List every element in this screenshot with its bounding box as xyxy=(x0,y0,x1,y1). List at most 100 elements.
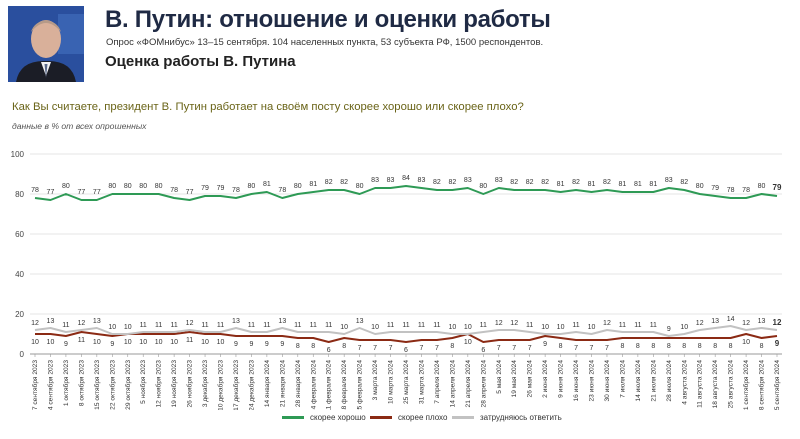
data-label-2: 13 xyxy=(232,318,240,325)
data-label-1: 8 xyxy=(450,343,454,350)
data-label-2: 11 xyxy=(170,322,177,329)
y-tick-label: 0 xyxy=(20,350,25,359)
data-label-1: 9 xyxy=(543,341,547,348)
data-label-0: 78 xyxy=(31,187,39,194)
data-label-2: 11 xyxy=(526,322,533,329)
data-label-2: 11 xyxy=(650,322,657,329)
data-label-2: 10 xyxy=(557,324,565,331)
data-label-1: 7 xyxy=(605,345,609,352)
x-tick-label: 8 октября 2023 xyxy=(77,360,85,406)
data-label-1: 8 xyxy=(760,343,764,350)
data-label-2: 11 xyxy=(201,322,208,329)
data-label-2: 12 xyxy=(186,320,194,327)
data-label-1: 7 xyxy=(435,345,439,352)
units-note: данные в % от всех опрошенных xyxy=(12,121,147,131)
y-tick-label: 80 xyxy=(15,190,24,199)
data-label-0: 80 xyxy=(124,183,132,190)
data-label-2: 10 xyxy=(371,324,379,331)
legend-item-unsure: затрудняюсь ответить xyxy=(452,413,562,422)
legend-label-bad: скорее плохо xyxy=(398,413,448,422)
data-label-0: 80 xyxy=(294,183,302,190)
data-label-1: 9 xyxy=(64,341,68,348)
x-tick-label: 11 февраля 2024 xyxy=(326,360,333,410)
data-label-2: 10 xyxy=(464,339,472,346)
x-tick-label: 19 мая 2024 xyxy=(511,360,518,398)
data-label-1: 8 xyxy=(729,343,733,350)
data-label-1: 10 xyxy=(217,339,225,346)
data-label-0: 80 xyxy=(479,183,487,190)
data-label-1: 9 xyxy=(249,341,253,348)
series-line-1 xyxy=(35,331,778,343)
x-tick-label: 14 июля 2024 xyxy=(635,360,642,402)
data-label-2: 11 xyxy=(480,322,487,329)
data-label-1: 11 xyxy=(78,337,85,344)
x-tick-label: 29 октября 2023 xyxy=(124,360,132,410)
approval-line-chart: 0 20 40 60 80 100 17 сентября 2023 24 сентября … xyxy=(11,150,782,410)
x-tick-label: 5 ноября 2023 xyxy=(139,360,147,404)
data-label-0: 82 xyxy=(325,179,333,186)
data-label-2: 11 xyxy=(310,322,317,329)
data-label-2: 12 xyxy=(773,318,782,327)
x-tick-label: 2 июня 2024 xyxy=(542,360,549,398)
data-label-0: 81 xyxy=(557,181,565,188)
data-label-2: 11 xyxy=(217,322,224,329)
x-tick-label: 3 декабря 2023 xyxy=(201,360,209,407)
data-label-2: 12 xyxy=(77,320,85,327)
data-label-2: 11 xyxy=(294,322,301,329)
data-label-1: 8 xyxy=(342,343,346,350)
data-label-0: 77 xyxy=(186,189,194,196)
x-tick-label: 3 марта 2024 xyxy=(372,360,379,401)
data-label-2: 14 xyxy=(727,316,735,323)
y-tick-label: 60 xyxy=(15,230,24,239)
data-label-2: 11 xyxy=(325,322,332,329)
x-tick-label: 8 сентября 2024 xyxy=(758,360,766,410)
data-label-1: 7 xyxy=(389,345,393,352)
x-tick-label: 22 октября 2023 xyxy=(108,360,116,410)
x-tick-label: 14 января 2024 xyxy=(264,360,271,407)
data-label-2: 10 xyxy=(541,324,549,331)
data-label-2: 9 xyxy=(667,326,671,333)
data-label-2: 11 xyxy=(634,322,641,329)
x-tick-label: 18 августа 2024 xyxy=(712,360,719,409)
data-label-1: 7 xyxy=(373,345,377,352)
data-label-1: 10 xyxy=(31,339,39,346)
data-label-0: 82 xyxy=(572,179,580,186)
data-label-0: 82 xyxy=(433,179,441,186)
data-label-2: 11 xyxy=(619,322,626,329)
data-label-0: 83 xyxy=(665,177,673,184)
data-label-1: 10 xyxy=(170,339,178,346)
x-tick-label: 25 февраля 2024 xyxy=(357,360,364,410)
data-label-2: 10 xyxy=(448,324,456,331)
x-tick-label: 30 июня 2024 xyxy=(604,360,611,402)
x-tick-label: 10 марта 2024 xyxy=(388,360,395,404)
y-tick-label: 100 xyxy=(11,150,25,159)
x-tick-label: 15 октября 2023 xyxy=(93,360,101,410)
data-label-2: 11 xyxy=(572,322,579,329)
x-tick-label: 5 мая 2024 xyxy=(496,360,503,394)
data-label-2: 11 xyxy=(418,322,425,329)
page-title: В. Путин: отношение и оценки работы xyxy=(105,6,551,33)
data-label-0: 78 xyxy=(170,187,178,194)
data-label-1: 8 xyxy=(667,343,671,350)
data-label-1: 10 xyxy=(93,339,101,346)
data-label-0: 84 xyxy=(402,175,410,182)
x-tick-label: 18 февраля 2024 xyxy=(341,360,348,410)
data-label-1: 9 xyxy=(280,341,284,348)
data-label-2: 12 xyxy=(510,320,518,327)
data-label-0: 79 xyxy=(217,185,225,192)
x-tick-label: 26 ноября 2023 xyxy=(186,360,194,408)
x-tick-label: 28 января 2024 xyxy=(295,360,302,407)
data-label-0: 82 xyxy=(541,179,549,186)
data-label-1: 7 xyxy=(574,345,578,352)
x-tick-label: 4 августа 2024 xyxy=(681,360,688,405)
x-tick-label: 24 декабря 2023 xyxy=(247,360,255,410)
data-label-1: 8 xyxy=(651,343,655,350)
data-label-0: 78 xyxy=(232,187,240,194)
data-label-1: 8 xyxy=(559,343,563,350)
x-tick-label: 12 ноября 2023 xyxy=(155,360,163,408)
data-label-1: 7 xyxy=(358,345,362,352)
data-label-0: 83 xyxy=(495,177,503,184)
data-label-2: 11 xyxy=(433,322,440,329)
data-label-0: 80 xyxy=(758,183,766,190)
x-tick-label: 14 апреля 2024 xyxy=(449,360,456,408)
